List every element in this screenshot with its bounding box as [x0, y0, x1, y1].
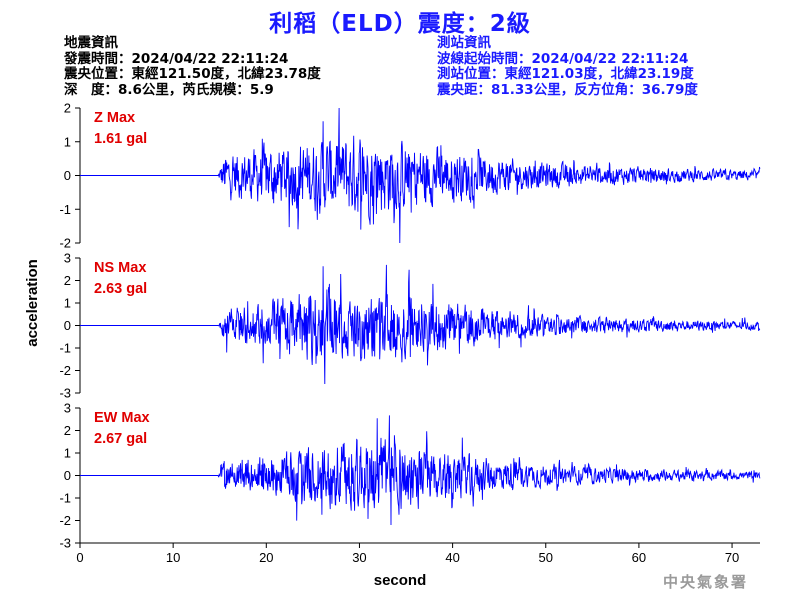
y-tick-label: -1 [59, 341, 71, 356]
peak-label-ns: NS Max [94, 260, 146, 276]
event-info-block: 地震資訊 發震時間：2024/04/22 22:11:24 震央位置：東經121… [64, 35, 321, 98]
station-location: 測站位置：東經121.03度，北緯23.19度 [437, 66, 694, 82]
y-axis-label: acceleration [24, 259, 41, 347]
y-tick-label: 0 [64, 168, 71, 183]
peak-value-ew: 2.67 gal [94, 431, 147, 447]
x-tick-label: 40 [445, 550, 459, 565]
y-tick-label: 0 [64, 318, 71, 333]
y-tick-label: 2 [64, 101, 71, 116]
peak-value-ns: 2.63 gal [94, 281, 147, 297]
y-tick-label: 3 [64, 251, 71, 266]
y-tick-label: 0 [64, 468, 71, 483]
y-tick-label: 1 [64, 296, 71, 311]
wave-start-time: 波線起始時間：2024/04/22 22:11:24 [437, 50, 689, 67]
origin-time: 發震時間：2024/04/22 22:11:24 [64, 50, 289, 67]
x-tick-label: 60 [632, 550, 646, 565]
x-tick-label: 50 [539, 550, 553, 565]
y-tick-label: -1 [59, 202, 71, 217]
peak-label-ew: EW Max [94, 410, 150, 426]
y-tick-label: 3 [64, 401, 71, 416]
x-tick-label: 30 [352, 550, 366, 565]
peak-label-z: Z Max [94, 110, 135, 126]
waveform-ew [80, 415, 761, 526]
y-tick-label: -2 [59, 236, 71, 251]
x-axis-label: second [374, 572, 427, 589]
x-tick-label: 0 [76, 550, 83, 565]
y-tick-label: -2 [59, 513, 71, 528]
y-tick-label: -2 [59, 363, 71, 378]
station-info-heading: 測站資訊 [437, 35, 491, 51]
waveform-z [80, 107, 761, 244]
epicentral-distance: 震央距：81.33公里，反方位角：36.79度 [437, 81, 698, 98]
x-tick-label: 70 [725, 550, 739, 565]
waveform-ns [80, 264, 761, 385]
y-tick-label: 2 [64, 273, 71, 288]
y-tick-label: 1 [64, 446, 71, 461]
epicenter-location: 震央位置：東經121.50度，北緯23.78度 [64, 66, 321, 82]
peak-value-z: 1.61 gal [94, 131, 147, 147]
agency-watermark: 中央氣象署 [662, 573, 748, 591]
x-tick-label: 20 [259, 550, 273, 565]
event-info-heading: 地震資訊 [64, 35, 118, 51]
x-tick-label: 10 [166, 550, 180, 565]
y-tick-label: -3 [59, 386, 71, 401]
y-tick-label: 2 [64, 423, 71, 438]
depth-magnitude: 深 度：8.6公里，芮氏規模：5.9 [64, 81, 274, 98]
station-info-block: 測站資訊 波線起始時間：2024/04/22 22:11:24 測站位置：東經1… [437, 35, 698, 98]
y-tick-label: 1 [64, 134, 71, 149]
chart-title: 利稻（ELD）震度：2級 [269, 11, 531, 37]
y-tick-label: -3 [59, 536, 71, 551]
y-tick-label: -1 [59, 491, 71, 506]
